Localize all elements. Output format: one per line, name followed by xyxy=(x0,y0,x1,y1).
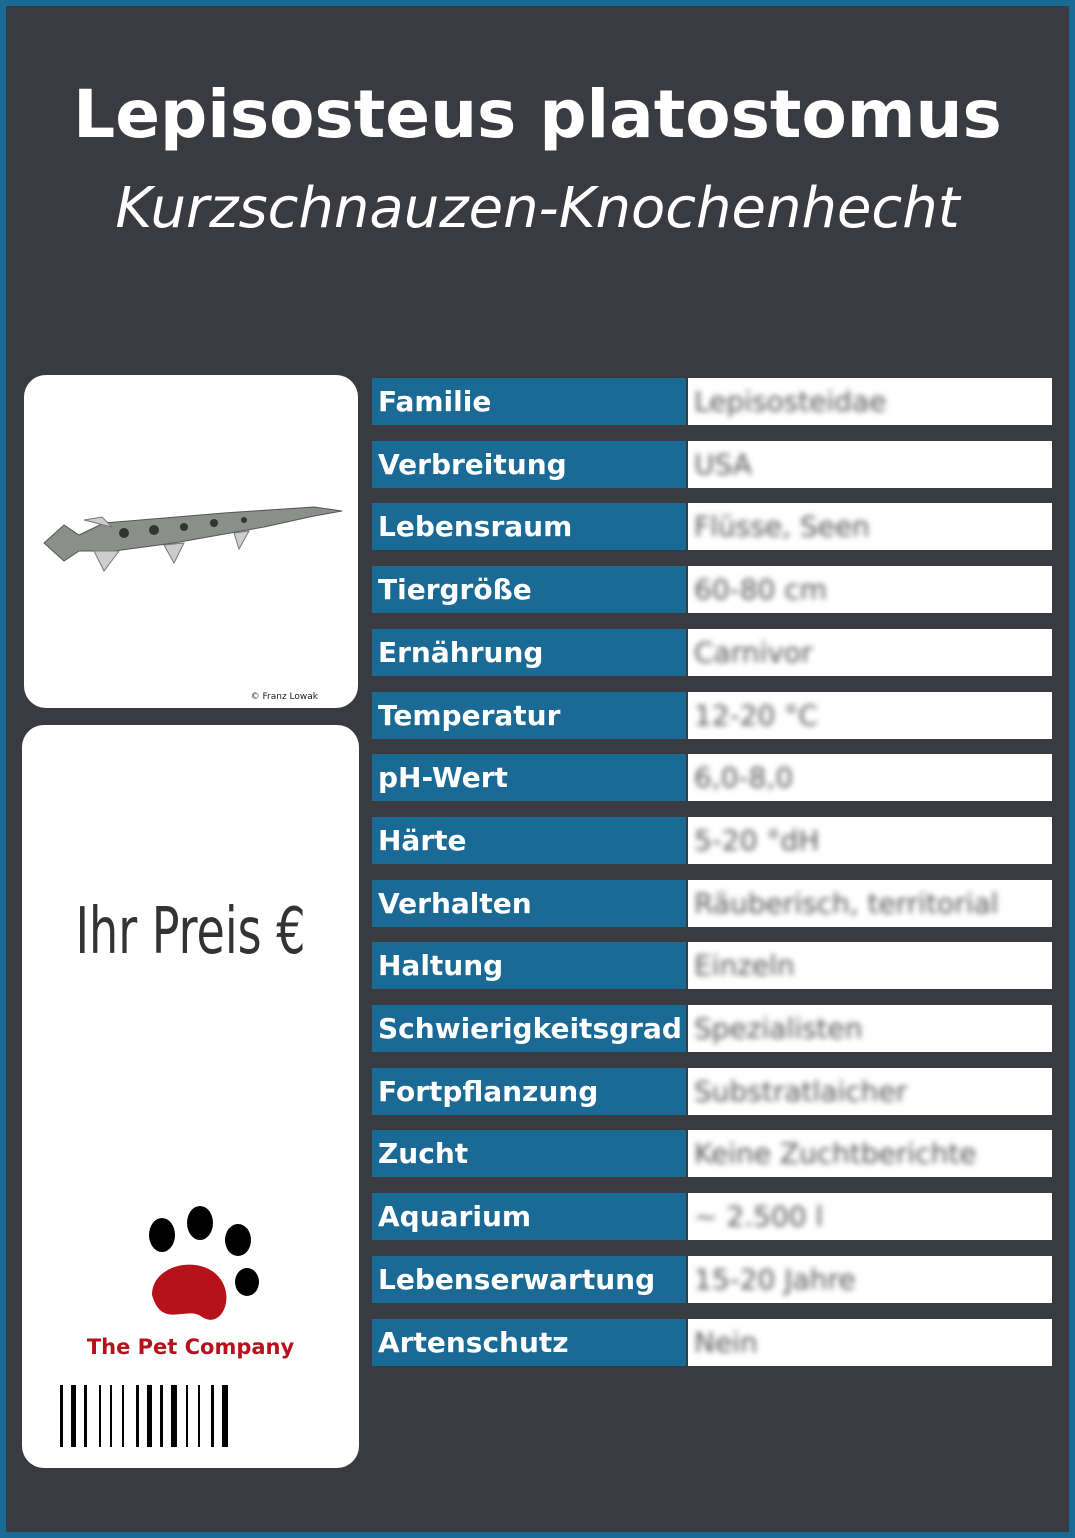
paw-logo xyxy=(149,1206,259,1320)
row-value-cell: Lepisosteidae xyxy=(688,378,1052,425)
row-value: Räuberisch, territorial xyxy=(694,886,999,920)
table-row: Temperatur 12-20 °C xyxy=(372,691,1052,739)
barcode-bar xyxy=(71,1385,76,1447)
row-value: Substratlaicher xyxy=(694,1074,908,1108)
row-value-cell: Nein xyxy=(688,1318,1052,1366)
image-card: © Franz Lowak xyxy=(24,375,358,708)
row-label: Fortpflanzung xyxy=(372,1067,686,1115)
barcode-bar xyxy=(122,1385,124,1447)
barcode-bar xyxy=(222,1385,228,1447)
table-row: pH-Wert 6,0-8,0 xyxy=(372,754,1052,802)
row-value: ~ 2.500 l xyxy=(694,1200,824,1234)
table-row: Härte 5-20 °dH xyxy=(372,816,1052,864)
row-label: Familie xyxy=(372,378,686,425)
row-value: 60-80 cm xyxy=(694,573,827,607)
price-label: Ihr Preis € xyxy=(75,895,306,969)
row-value-cell: Flüsse, Seen xyxy=(688,503,1052,551)
table-row: Tiergröße 60-80 cm xyxy=(372,566,1052,614)
barcode-bar xyxy=(147,1385,152,1447)
barcode-bar xyxy=(198,1385,200,1447)
row-label: Aquarium xyxy=(372,1193,686,1241)
table-row: Ernährung Carnivor xyxy=(372,628,1052,676)
barcode xyxy=(60,1385,228,1447)
barcode-bar xyxy=(160,1385,163,1447)
table-row: Verbreitung USA xyxy=(372,440,1052,488)
subtitle: Kurzschnauzen-Knochenhecht xyxy=(115,176,960,241)
row-value-cell: 12-20 °C xyxy=(688,691,1052,739)
table-row: Artenschutz Nein xyxy=(372,1318,1052,1366)
row-label: Ernährung xyxy=(372,628,686,676)
fish-image xyxy=(43,506,343,572)
row-label: Verhalten xyxy=(372,879,686,927)
row-value: 12-20 °C xyxy=(694,698,818,732)
barcode-bar xyxy=(60,1385,63,1447)
row-label: Haltung xyxy=(372,942,686,990)
company-name: The Pet Company xyxy=(86,1335,295,1359)
row-value-cell: Räuberisch, territorial xyxy=(688,879,1052,927)
table-row: Verhalten Räuberisch, territorial xyxy=(372,879,1052,927)
barcode-bar xyxy=(171,1385,177,1447)
row-label: Zucht xyxy=(372,1130,686,1178)
row-value-cell: ~ 2.500 l xyxy=(688,1193,1052,1241)
table-row: Fortpflanzung Substratlaicher xyxy=(372,1067,1052,1115)
title: Lepisosteus platostomus xyxy=(73,76,1002,153)
row-value: Spezialisten xyxy=(694,1012,863,1045)
row-label: pH-Wert xyxy=(372,754,686,802)
row-value: 5-20 °dH xyxy=(694,823,820,857)
row-value: 6,0-8,0 xyxy=(694,761,794,795)
table-row: Lebensraum Flüsse, Seen xyxy=(372,503,1052,551)
row-label: Artenschutz xyxy=(372,1318,686,1366)
barcode-bar xyxy=(211,1385,214,1447)
barcode-bar xyxy=(84,1385,87,1447)
row-value-cell: Substratlaicher xyxy=(688,1067,1052,1115)
row-value-cell: Carnivor xyxy=(688,628,1052,676)
row-value: Keine Zuchtberichte xyxy=(694,1137,977,1171)
barcode-bar xyxy=(99,1385,101,1447)
row-value: Carnivor xyxy=(694,635,813,669)
row-value-cell: Einzeln xyxy=(688,942,1052,990)
row-value-cell: Spezialisten xyxy=(688,1005,1052,1052)
row-value: Flüsse, Seen xyxy=(694,510,870,544)
table-row: Schwierigkeitsgrad Spezialisten xyxy=(372,1005,1052,1052)
row-label: Härte xyxy=(372,816,686,864)
row-value-cell: Keine Zuchtberichte xyxy=(688,1130,1052,1178)
table-row: Aquarium ~ 2.500 l xyxy=(372,1193,1052,1241)
row-label: Schwierigkeitsgrad xyxy=(372,1005,686,1052)
row-value-cell: 60-80 cm xyxy=(688,566,1052,614)
row-label: Verbreitung xyxy=(372,440,686,488)
barcode-bar xyxy=(136,1385,139,1447)
row-value-cell: 15-20 Jahre xyxy=(688,1255,1052,1303)
row-value: Einzeln xyxy=(694,949,795,983)
row-value-cell: 6,0-8,0 xyxy=(688,754,1052,802)
barcode-bar xyxy=(186,1385,188,1447)
price-card: Ihr Preis € The Pet Company xyxy=(22,725,359,1468)
row-value: 15-20 Jahre xyxy=(694,1262,856,1296)
row-value-cell: USA xyxy=(688,440,1052,488)
row-label: Temperatur xyxy=(372,691,686,739)
table-row: Haltung Einzeln xyxy=(372,942,1052,990)
row-label: Tiergröße xyxy=(372,566,686,614)
row-value-cell: 5-20 °dH xyxy=(688,816,1052,864)
table-row: Zucht Keine Zuchtberichte xyxy=(372,1130,1052,1178)
barcode-bar xyxy=(110,1385,112,1447)
row-value: USA xyxy=(694,447,752,481)
row-label: Lebensraum xyxy=(372,503,686,551)
row-label: Lebenserwartung xyxy=(372,1255,686,1303)
table-row: Lebenserwartung 15-20 Jahre xyxy=(372,1255,1052,1303)
table-row: Familie Lepisosteidae xyxy=(372,378,1052,425)
row-value: Nein xyxy=(694,1325,758,1359)
row-value: Lepisosteidae xyxy=(694,385,887,418)
image-credit: © Franz Lowak xyxy=(250,692,318,702)
